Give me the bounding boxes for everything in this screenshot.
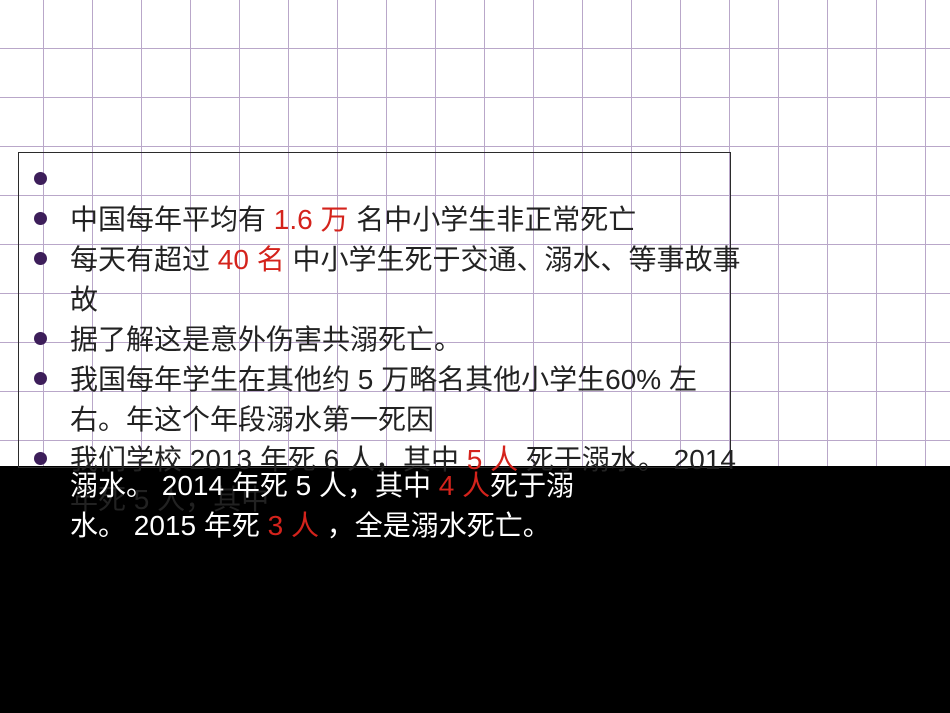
text: 名中小学生非正常死亡 — [349, 204, 637, 235]
text: 死于溺 — [490, 470, 574, 501]
text: 据了解这是意外伤害共溺死亡。 — [70, 324, 462, 355]
list-item: 我国每年学生在其他约 5 万略名其他小学生60% 左右。年这个年段溺水第一死因 — [28, 360, 748, 440]
text: ，全是溺水死亡。 — [319, 510, 551, 541]
highlight-text: 3 人 — [268, 510, 319, 541]
text: 水。 2015 年死 — [70, 510, 268, 541]
highlight-text: 1.6 万 — [274, 204, 349, 235]
highlight-text: 4 人 — [439, 470, 490, 501]
text: 我国每年学生在其他约 5 万略名其他小学生60% 左右。年这个年段溺水第一死因 — [70, 364, 697, 435]
overflow-text: 溺水。 2014 年死 5 人，其中 4 人死于溺 水。 2015 年死 3 人… — [70, 466, 750, 546]
list-item: 据了解这是意外伤害共溺死亡。 — [28, 320, 748, 360]
overflow-line: 溺水。 2014 年死 5 人，其中 4 人死于溺 — [70, 466, 750, 506]
list-item — [28, 160, 748, 200]
slide-page: 中国每年平均有 1.6 万 名中小学生非正常死亡 每天有超过 40 名 中小学生… — [0, 0, 950, 713]
text: 每天有超过 — [70, 244, 218, 275]
text: 中国每年平均有 — [70, 204, 274, 235]
list-item: 中国每年平均有 1.6 万 名中小学生非正常死亡 — [28, 200, 748, 240]
list-item: 每天有超过 40 名 中小学生死于交通、溺水、等事故事故 — [28, 240, 748, 320]
text: 溺水。 2014 年死 5 人，其中 — [70, 470, 439, 501]
overflow-line: 水。 2015 年死 3 人 ，全是溺水死亡。 — [70, 506, 750, 546]
highlight-text: 40 名 — [218, 244, 285, 275]
